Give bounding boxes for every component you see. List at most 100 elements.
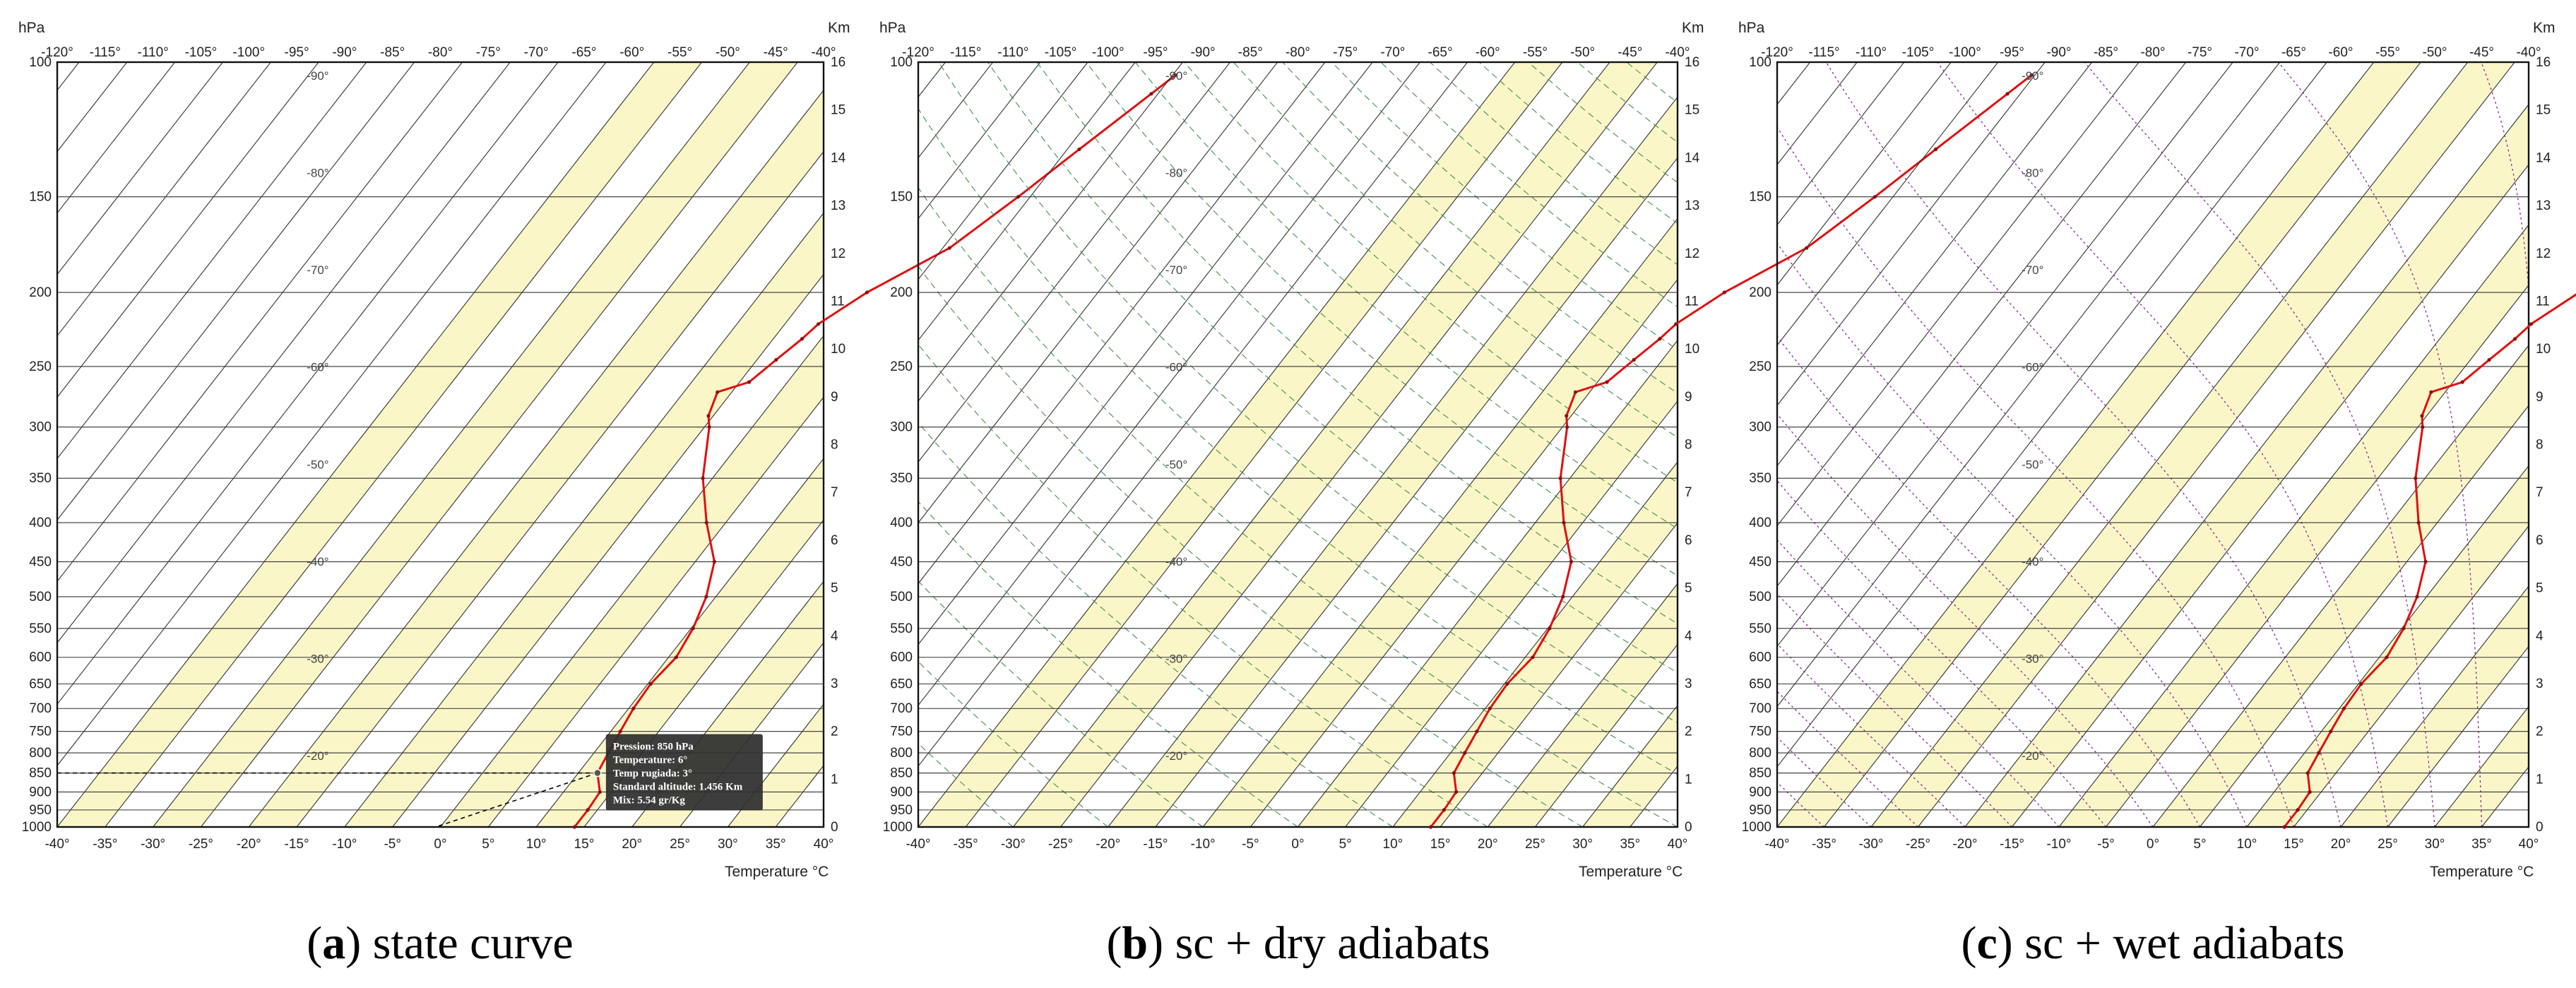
altitude-tick-label: 11 <box>1685 294 1699 309</box>
plot-frame <box>917 61 1679 828</box>
plot-area: -90° -80° -70° -60° -50° -40° -30° -20° <box>1777 62 2529 827</box>
isotherm-line <box>1108 96 1678 827</box>
isotherm-line <box>965 62 1563 827</box>
state-curve-point <box>1573 390 1578 394</box>
altitude-tick-label: 1 <box>1685 772 1692 787</box>
isotherm-line <box>1155 157 1678 827</box>
state-curve-point <box>1569 559 1574 564</box>
isotherm-line <box>1630 765 1678 827</box>
state-curve-point <box>747 380 752 384</box>
state-curve-point <box>1452 771 1456 775</box>
temperature-top-tick: -95° <box>1143 45 1168 60</box>
isotherm-line <box>1777 62 2187 587</box>
pressure-tick-label: 650 <box>1749 677 1771 691</box>
temperature-top-tick: -60° <box>1476 45 1500 60</box>
pressure-tick-label: 700 <box>1749 701 1771 716</box>
isotherm-line <box>631 581 824 827</box>
pressure-tick-label: 200 <box>1749 285 1771 300</box>
altitude-tick-label: 6 <box>831 533 838 548</box>
isotherm-label: -40° <box>307 555 328 569</box>
isotherm-line <box>206 62 803 827</box>
state-curve-point <box>774 357 778 362</box>
temperature-bottom-tick: 40° <box>814 837 834 852</box>
isotherm-band <box>57 62 702 827</box>
temperature-top-tick: -50° <box>2422 45 2447 60</box>
isotherm-label: -90° <box>307 69 328 83</box>
temperature-top-tick: -70° <box>2234 45 2259 60</box>
altitude-tick-label: 14 <box>2536 150 2551 165</box>
altitude-tick-label: 13 <box>1685 198 1699 213</box>
isotherm-band <box>1392 462 1678 827</box>
state-curve-point <box>2282 825 2286 829</box>
crosshair-diagonal <box>435 772 598 828</box>
pressure-tick-label: 800 <box>890 746 913 761</box>
temperature-bottom-tick: 10° <box>2237 837 2257 852</box>
pressure-tick-label: 450 <box>29 554 52 569</box>
temperature-bottom-tick: -25° <box>1906 837 1930 852</box>
altitude-tick-label: 12 <box>1685 246 1699 261</box>
pressure-tick-label: 200 <box>29 285 52 300</box>
temperature-top-tick: -120° <box>41 45 73 60</box>
isotherm-line <box>57 62 511 644</box>
temperature-axis-title: Temperature °C <box>1579 864 1682 880</box>
pressure-tick-label: 950 <box>890 803 913 818</box>
temperature-top-tick: -70° <box>1380 45 1405 60</box>
isotherm-band <box>1777 62 2421 827</box>
isotherm-line <box>918 62 1468 767</box>
isotherm-line <box>1202 218 1678 827</box>
isotherm-line <box>57 62 463 583</box>
altitude-tick-label: 4 <box>2536 629 2544 643</box>
altitude-tick-label: 1 <box>831 772 838 787</box>
state-curve-point <box>2487 357 2491 362</box>
state-curve-point <box>716 390 720 394</box>
temperature-bottom-tick: 35° <box>1620 837 1640 852</box>
isotherm-line <box>2058 224 2529 827</box>
pressure-tick-label: 850 <box>29 766 52 781</box>
pressure-tick-label: 950 <box>29 803 52 818</box>
isotherm-line <box>918 62 1516 827</box>
state-curve-point <box>865 290 869 294</box>
altitude-tick-label: 12 <box>2536 246 2551 261</box>
altitude-tick-label: 9 <box>1685 390 1692 405</box>
panel-caption: (b) sc + dry adiabats <box>1106 917 1490 969</box>
state-curve-point <box>1558 476 1562 480</box>
altitude-tick-label: 7 <box>2536 485 2544 500</box>
temperature-top-tick: -115° <box>1808 45 1839 60</box>
pressure-tick-label: 350 <box>29 471 52 486</box>
pressure-tick-label: 800 <box>1749 746 1771 761</box>
state-curve-point <box>2359 682 2363 686</box>
isotherm-label: -20° <box>1165 749 1187 763</box>
temperature-bottom-tick: 5° <box>482 837 494 852</box>
state-curve-point <box>1173 73 1177 77</box>
state-curve-point <box>1531 655 1535 660</box>
temperature-top-tick: -45° <box>764 45 788 60</box>
isotherm-label: -80° <box>2022 167 2043 180</box>
pressure-tick-label: 550 <box>1749 621 1771 636</box>
isotherm-line <box>0 62 31 827</box>
temperature-bottom-tick: 0° <box>2147 837 2159 852</box>
temperature-bottom-tick: 0° <box>1291 837 1304 852</box>
state-curve-point <box>2317 751 2321 755</box>
altitude-tick-label: 2 <box>831 725 838 739</box>
isotherm-line <box>918 62 1183 402</box>
pressure-tick-label: 1000 <box>883 820 913 835</box>
pressure-tick-label: 400 <box>1749 516 1771 530</box>
pressure-tick-label: 350 <box>1749 471 1771 486</box>
isotherm-line <box>918 62 1231 463</box>
altitude-tick-label: 2 <box>1685 725 1692 739</box>
state-curve-point <box>704 520 708 525</box>
state-curve-point <box>2029 73 2034 77</box>
isotherm-band <box>1013 62 1658 827</box>
isotherm-line <box>918 62 1041 220</box>
temperature-top-tick: -90° <box>1191 45 1216 60</box>
pressure-tick-label: 400 <box>29 516 52 530</box>
state-curve-point <box>2341 706 2346 710</box>
temperature-bottom-tick: -30° <box>141 837 165 852</box>
pressure-tick-label: 1000 <box>22 820 52 835</box>
state-curve-point <box>1429 825 1433 829</box>
temperature-top-tick: -80° <box>428 45 453 60</box>
temperature-bottom-tick: 5° <box>1339 837 1352 852</box>
altitude-tick-label: 5 <box>831 581 838 596</box>
isotherm-line <box>1777 62 2375 827</box>
